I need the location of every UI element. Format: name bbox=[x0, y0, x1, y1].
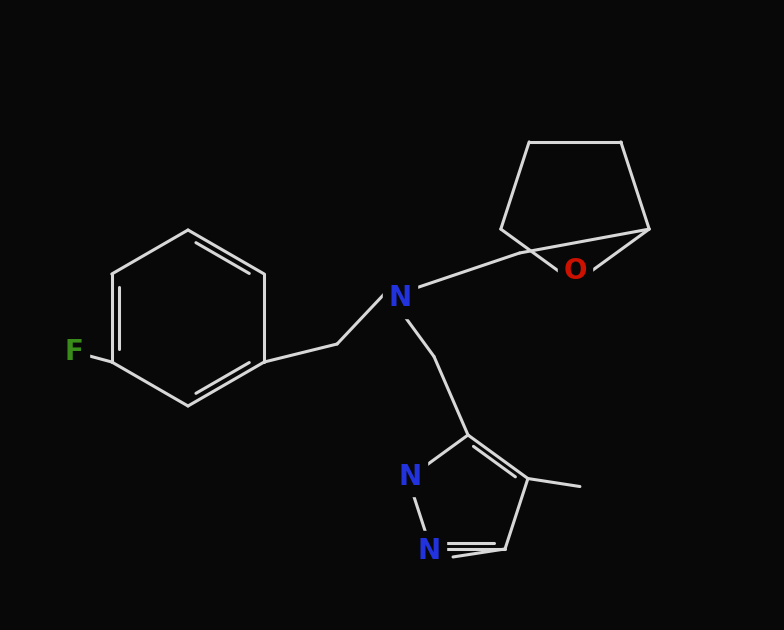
Text: F: F bbox=[64, 338, 83, 366]
Text: O: O bbox=[563, 257, 586, 285]
Text: N: N bbox=[417, 537, 441, 565]
Text: N: N bbox=[398, 462, 422, 491]
Text: N: N bbox=[388, 284, 412, 312]
